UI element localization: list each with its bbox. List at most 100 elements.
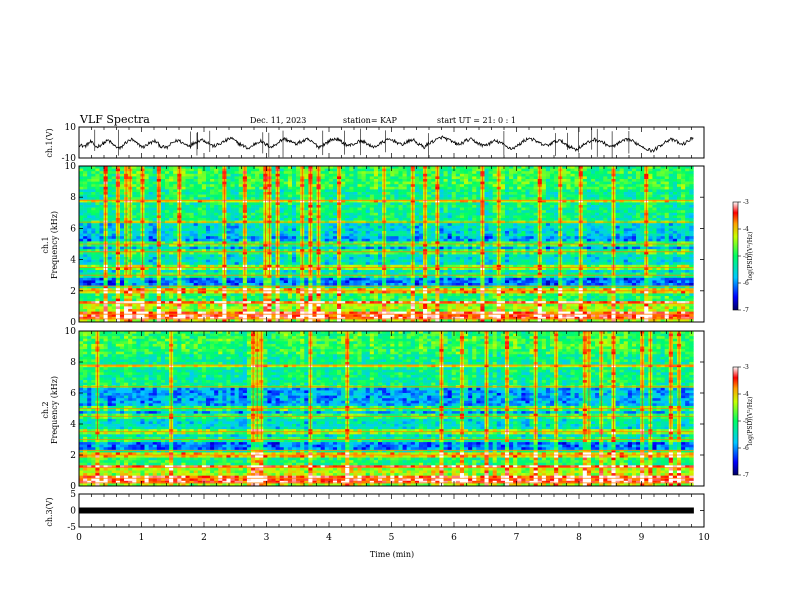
spectrogram-cell: [132, 169, 136, 172]
spectrogram-cell: [210, 215, 214, 218]
spectrogram-cell: [321, 304, 325, 307]
spectrogram-cell: [239, 278, 243, 281]
spectrogram-cell: [87, 239, 91, 242]
spectrogram-cell: [185, 236, 189, 239]
spectrogram-cell: [136, 244, 140, 247]
spectrogram-cell: [386, 195, 390, 198]
spectrogram-cell: [132, 195, 136, 198]
spectrogram-cell: [251, 195, 255, 198]
spectrogram-cell: [190, 182, 194, 185]
spectrogram-cell: [149, 299, 153, 302]
spectrogram-cell: [235, 247, 239, 250]
spectrogram-cell: [235, 299, 239, 302]
spectrogram-cell: [202, 306, 206, 309]
spectrogram-cell: [149, 189, 153, 192]
spectrogram-cell: [325, 192, 329, 195]
spectrogram-cell: [210, 192, 214, 195]
spectrogram-cell: [239, 247, 243, 250]
spectrogram-cell: [198, 247, 202, 250]
spectrogram-cell: [79, 283, 83, 286]
spectrogram-cell: [312, 215, 316, 218]
spectrogram-cell: [206, 254, 210, 257]
spectrogram-cell: [263, 309, 267, 312]
spectrogram-cell: [333, 270, 337, 273]
spectrogram-cell: [214, 275, 218, 278]
spectrogram-cell: [206, 187, 210, 190]
spectrogram-cell: [194, 280, 198, 283]
spectrogram-cell: [374, 176, 378, 179]
spectrogram-cell: [140, 278, 144, 281]
spectrogram-cell: [366, 228, 370, 231]
spectrogram-cell: [259, 184, 263, 187]
spectrogram-cell: [161, 234, 165, 237]
spectrogram-cell: [321, 182, 325, 185]
spectrogram-cell: [333, 260, 337, 263]
spectrogram-cell: [280, 306, 284, 309]
spectrogram-cell: [292, 218, 296, 221]
spectrogram-cell: [87, 270, 91, 273]
spectrogram-cell: [206, 257, 210, 260]
spectrogram-cell: [247, 182, 251, 185]
spectrogram-cell: [226, 234, 230, 237]
spectrogram-cell: [321, 239, 325, 242]
spectrogram-cell: [99, 223, 103, 226]
spectrogram-cell: [214, 278, 218, 281]
spectrogram-cell: [177, 299, 181, 302]
spectrogram-cell: [194, 184, 198, 187]
spectrogram-cell: [349, 293, 353, 296]
spectrogram-cell: [415, 176, 419, 179]
spectrogram-cell: [165, 205, 169, 208]
spectrogram-cell: [239, 189, 243, 192]
spectrogram-cell: [341, 189, 345, 192]
spectrogram-cell: [210, 267, 214, 270]
spectrogram-cell: [79, 236, 83, 239]
spectrogram-cell: [99, 267, 103, 270]
spectrogram-cell: [161, 182, 165, 185]
spectrogram-cell: [403, 239, 407, 242]
spectrogram-cell: [386, 226, 390, 229]
spectrogram-cell: [312, 231, 316, 234]
spectrogram-cell: [128, 275, 132, 278]
spectrogram-cell: [398, 314, 402, 317]
spectrogram-cell: [284, 306, 288, 309]
spectrogram-cell: [292, 239, 296, 242]
spectrogram-cell: [378, 306, 382, 309]
spectrogram-cell: [312, 309, 316, 312]
spectrogram-cell: [226, 239, 230, 242]
spectrogram-cell: [255, 270, 259, 273]
spectrogram-cell: [198, 171, 202, 174]
spectrogram-cell: [202, 299, 206, 302]
spectrogram-cell: [247, 296, 251, 299]
spectrogram-cell: [329, 304, 333, 307]
spectrogram-cell: [370, 174, 374, 177]
spectrogram-cell: [235, 184, 239, 187]
spectrogram-cell: [398, 169, 402, 172]
spectrogram-cell: [390, 262, 394, 265]
spectrogram-cell: [149, 314, 153, 317]
spectrogram-cell: [296, 293, 300, 296]
spectrogram-cell: [235, 296, 239, 299]
spectrogram-cell: [210, 291, 214, 294]
spectrogram-cell: [247, 226, 251, 229]
spectrogram-cell: [362, 215, 366, 218]
spectrogram-cell: [185, 176, 189, 179]
spectrogram-cell: [374, 280, 378, 283]
spectrogram-cell: [272, 260, 276, 263]
spectrogram-cell: [312, 262, 316, 265]
spectrogram-cell: [157, 275, 161, 278]
spectrogram-cell: [157, 296, 161, 299]
spectrogram-cell: [161, 280, 165, 283]
spectrogram-cell: [403, 244, 407, 247]
spectrogram-cell: [390, 187, 394, 190]
spectrogram-cell: [362, 187, 366, 190]
spectrogram-cell: [169, 267, 173, 270]
spectrogram-cell: [104, 278, 108, 281]
spectrogram-cell: [304, 218, 308, 221]
spectrogram-cell: [259, 205, 263, 208]
spectrogram-cell: [288, 280, 292, 283]
spectrogram-cell: [173, 236, 177, 239]
spectrogram-cell: [321, 210, 325, 213]
spectrogram-cell: [95, 202, 99, 205]
spectrogram-cell: [317, 293, 321, 296]
spectrogram-cell: [349, 223, 353, 226]
